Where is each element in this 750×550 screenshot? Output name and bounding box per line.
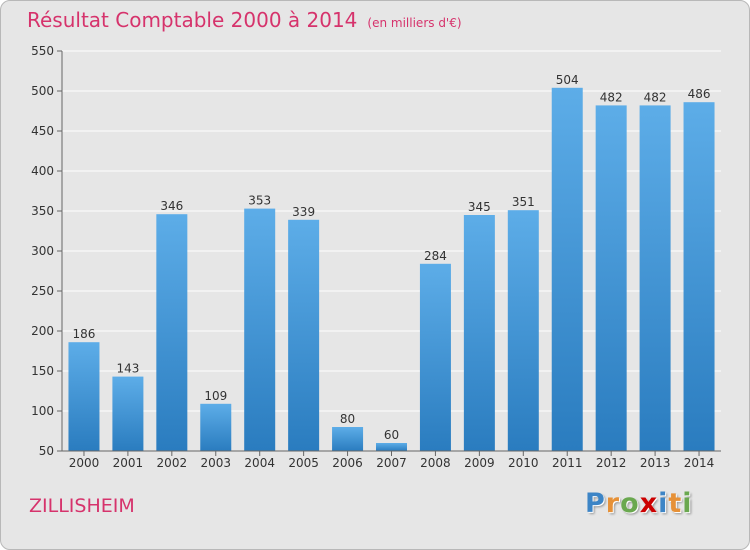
x-tick-label: 2000 <box>69 456 100 470</box>
bar-value-label: 143 <box>116 362 139 376</box>
y-tick-label: 300 <box>31 244 54 258</box>
bar-value-label: 284 <box>424 249 447 263</box>
logo-letter: x <box>639 488 659 519</box>
y-tick-label: 50 <box>39 444 54 458</box>
y-tick-label: 150 <box>31 364 54 378</box>
bar-value-label: 339 <box>292 205 315 219</box>
x-tick-label: 2006 <box>332 456 363 470</box>
bar-value-label: 482 <box>644 90 667 104</box>
logo-letter: o <box>620 488 640 519</box>
y-tick-label: 250 <box>31 284 54 298</box>
bar-2012 <box>595 105 627 452</box>
x-tick-label: 2008 <box>420 456 451 470</box>
y-tick-label: 550 <box>31 44 54 58</box>
bar-2008 <box>419 263 451 451</box>
x-tick-label: 2004 <box>244 456 275 470</box>
chart-title: Résultat Comptable 2000 à 2014 (en millie… <box>27 8 462 32</box>
x-tick-label: 2009 <box>464 456 495 470</box>
x-tick-label: 2002 <box>157 456 188 470</box>
bar-2014 <box>683 102 715 451</box>
bar-2003 <box>200 403 232 451</box>
bar-value-label: 482 <box>600 90 623 104</box>
bar-2007 <box>376 443 407 451</box>
x-tick-label: 2013 <box>640 456 671 470</box>
bar-value-label: 353 <box>248 194 271 208</box>
bar-value-label: 504 <box>556 73 579 87</box>
bar-2000 <box>68 342 100 451</box>
x-tick-label: 2012 <box>596 456 627 470</box>
bar-2013 <box>639 105 671 452</box>
logo-letter: t <box>668 488 683 519</box>
bar-value-label: 351 <box>512 195 535 209</box>
chart-unit: (en milliers d'€) <box>367 16 462 30</box>
x-tick-label: 2010 <box>508 456 539 470</box>
bar-value-label: 345 <box>468 200 491 214</box>
x-tick-label: 2001 <box>113 456 144 470</box>
y-tick-label: 400 <box>31 164 54 178</box>
x-tick-label: 2005 <box>288 456 319 470</box>
y-tick-label: 450 <box>31 124 54 138</box>
logo-letter: r <box>605 488 621 519</box>
bar-2005 <box>288 219 320 451</box>
bar-2004 <box>244 208 276 451</box>
x-tick-label: 2011 <box>552 456 583 470</box>
bar-value-label: 60 <box>384 428 399 442</box>
y-tick-label: 100 <box>31 404 54 418</box>
y-tick-label: 500 <box>31 84 54 98</box>
y-tick-label: 350 <box>31 204 54 218</box>
proxiti-logo: Proxiti <box>585 488 693 519</box>
logo-letter: P <box>585 488 606 519</box>
x-tick-label: 2003 <box>200 456 231 470</box>
logo-letter: i <box>658 488 669 519</box>
bar-2009 <box>463 215 495 451</box>
bar-value-label: 346 <box>160 199 183 213</box>
bar-value-label: 186 <box>73 327 96 341</box>
chart-title-text: Résultat Comptable 2000 à 2014 <box>27 8 358 32</box>
bar-2001 <box>112 376 144 451</box>
bar-2006 <box>332 427 364 451</box>
bar-2010 <box>507 210 539 451</box>
y-tick-label: 200 <box>31 324 54 338</box>
logo-letter: i <box>682 488 693 519</box>
bar-value-label: 486 <box>688 87 711 101</box>
bar-2011 <box>551 87 583 452</box>
location-label: ZILLISHEIM <box>29 495 135 517</box>
bar-2002 <box>156 214 188 451</box>
x-tick-label: 2007 <box>376 456 407 470</box>
bar-value-label: 109 <box>204 389 227 403</box>
bar-value-label: 80 <box>340 412 355 426</box>
x-tick-label: 2014 <box>684 456 715 470</box>
